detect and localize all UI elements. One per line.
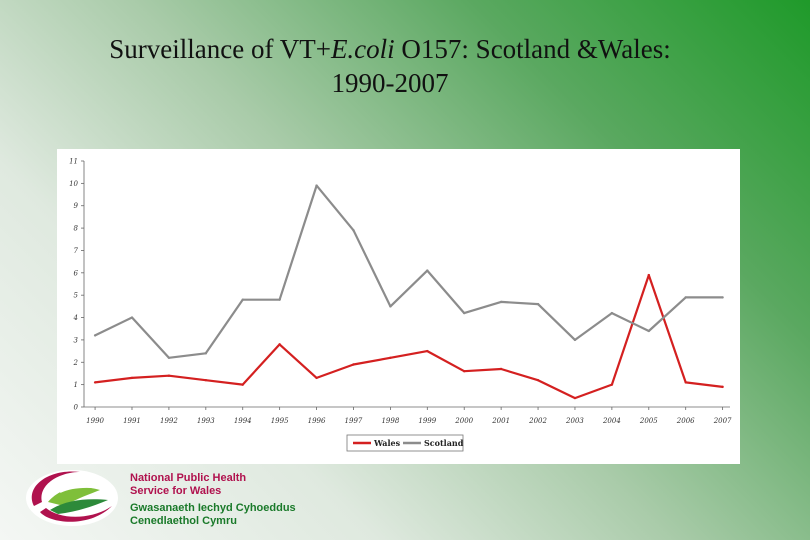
x-tick-label: 1992: [160, 417, 178, 425]
data-point-wales: [278, 343, 281, 346]
x-tick-label: 2000: [454, 417, 473, 425]
data-point-scotland: [278, 298, 281, 301]
data-point-wales: [573, 396, 577, 400]
x-tick-label: 1994: [234, 417, 252, 425]
x-tick-label: 1997: [345, 417, 363, 425]
data-point-wales: [426, 349, 429, 353]
data-point-wales: [647, 273, 650, 277]
logo-line4: Cenedlaethol Cymru: [130, 515, 237, 527]
slide-title-line1: Surveillance of VT+E.coli O157: Scotland…: [20, 32, 760, 66]
data-point-scotland: [426, 269, 429, 272]
data-point-wales: [93, 381, 97, 384]
y-tick-label: 1: [74, 381, 78, 389]
data-point-wales: [463, 370, 466, 373]
data-point-wales: [352, 363, 355, 366]
logo-line2: Service for Wales: [130, 485, 222, 497]
x-tick-label: 2004: [602, 417, 621, 425]
data-point-wales: [721, 385, 724, 389]
legend-label-scotland: Scotland: [424, 438, 464, 448]
x-tick-label: 2003: [565, 417, 584, 425]
data-point-scotland: [684, 296, 687, 299]
logo-emblem-icon: [26, 470, 118, 526]
data-point-scotland: [204, 352, 208, 355]
y-tick-label: 4: [73, 314, 78, 322]
x-tick-label: 2005: [639, 417, 658, 425]
data-point-wales: [389, 356, 392, 359]
y-tick-label: 8: [74, 225, 79, 233]
x-tick-label: 1996: [308, 417, 326, 425]
title-prefix: Surveillance of VT+: [109, 34, 331, 64]
x-tick-label: 1993: [197, 417, 215, 425]
logo-line3: Gwasanaeth Iechyd Cyhoeddus: [130, 502, 296, 514]
data-point-wales: [499, 367, 503, 371]
y-tick-label: 9: [74, 202, 79, 210]
y-tick-label: 10: [69, 180, 78, 188]
chart-axes: 0 1 2 3 4 5 6 7 8 9 10 11 1990 1991 1992 1993 1994 1995 19…: [69, 158, 732, 426]
data-point-scotland: [315, 184, 318, 187]
chart-legend: Wales Scotland: [346, 434, 464, 452]
data-point-scotland: [499, 300, 503, 304]
x-tick-label: 2006: [676, 417, 695, 425]
logo-line1: National Public Health: [130, 472, 247, 484]
data-point-wales: [167, 374, 171, 377]
data-point-wales: [241, 383, 244, 386]
chart-series: [93, 184, 724, 400]
data-point-scotland: [130, 316, 134, 319]
data-point-scotland: [352, 229, 355, 232]
slide-title: Surveillance of VT+E.coli O157: Scotland…: [20, 32, 760, 100]
data-point-scotland: [536, 302, 540, 306]
series-line-scotland: [94, 184, 723, 359]
y-tick-label: 5: [74, 292, 79, 300]
title-italic: E.coli: [330, 34, 395, 64]
x-tick-label: 2007: [713, 417, 732, 425]
slide-title-line2: 1990-2007: [331, 68, 449, 98]
data-point-wales: [684, 381, 687, 384]
legend-label-wales: Wales: [373, 438, 401, 448]
x-tick-label: 1995: [271, 417, 289, 425]
data-point-scotland: [647, 329, 650, 333]
y-tick-label: 6: [74, 269, 79, 277]
data-point-wales: [130, 376, 134, 380]
data-point-scotland: [241, 298, 244, 301]
data-point-scotland: [721, 296, 724, 299]
y-tick-label: 0: [74, 404, 79, 412]
organisation-logo: National Public Health Service for Wales…: [20, 466, 310, 532]
y-tick-label: 11: [69, 158, 78, 166]
data-point-wales: [536, 378, 540, 382]
line-chart: 0 1 2 3 4 5 6 7 8 9 10 11 1990 1991 1992 1993 1994 1995 19…: [69, 158, 732, 452]
x-tick-label: 2002: [528, 417, 547, 425]
data-point-wales: [204, 378, 208, 382]
data-point-scotland: [167, 356, 171, 359]
data-point-scotland: [573, 338, 577, 342]
series-line-wales: [94, 273, 723, 400]
data-point-wales: [610, 383, 614, 386]
y-tick-label: 2: [73, 359, 79, 367]
x-tick-label: 1991: [123, 417, 141, 425]
x-tick-label: 1998: [381, 417, 399, 425]
data-point-wales: [315, 376, 318, 380]
data-point-scotland: [389, 305, 392, 308]
y-tick-label: 7: [74, 247, 79, 255]
title-suffix: O157: Scotland &Wales:: [394, 34, 671, 64]
data-point-scotland: [463, 311, 466, 315]
chart-panel: 0 1 2 3 4 5 6 7 8 9 10 11 1990 1991 1992 1993 1994 1995 19…: [57, 149, 740, 464]
x-tick-label: 1990: [86, 417, 104, 425]
x-tick-label: 1999: [418, 417, 436, 425]
y-tick-label: 3: [74, 336, 79, 344]
data-point-scotland: [93, 334, 97, 337]
data-point-scotland: [610, 311, 614, 315]
x-tick-label: 2001: [491, 417, 510, 425]
